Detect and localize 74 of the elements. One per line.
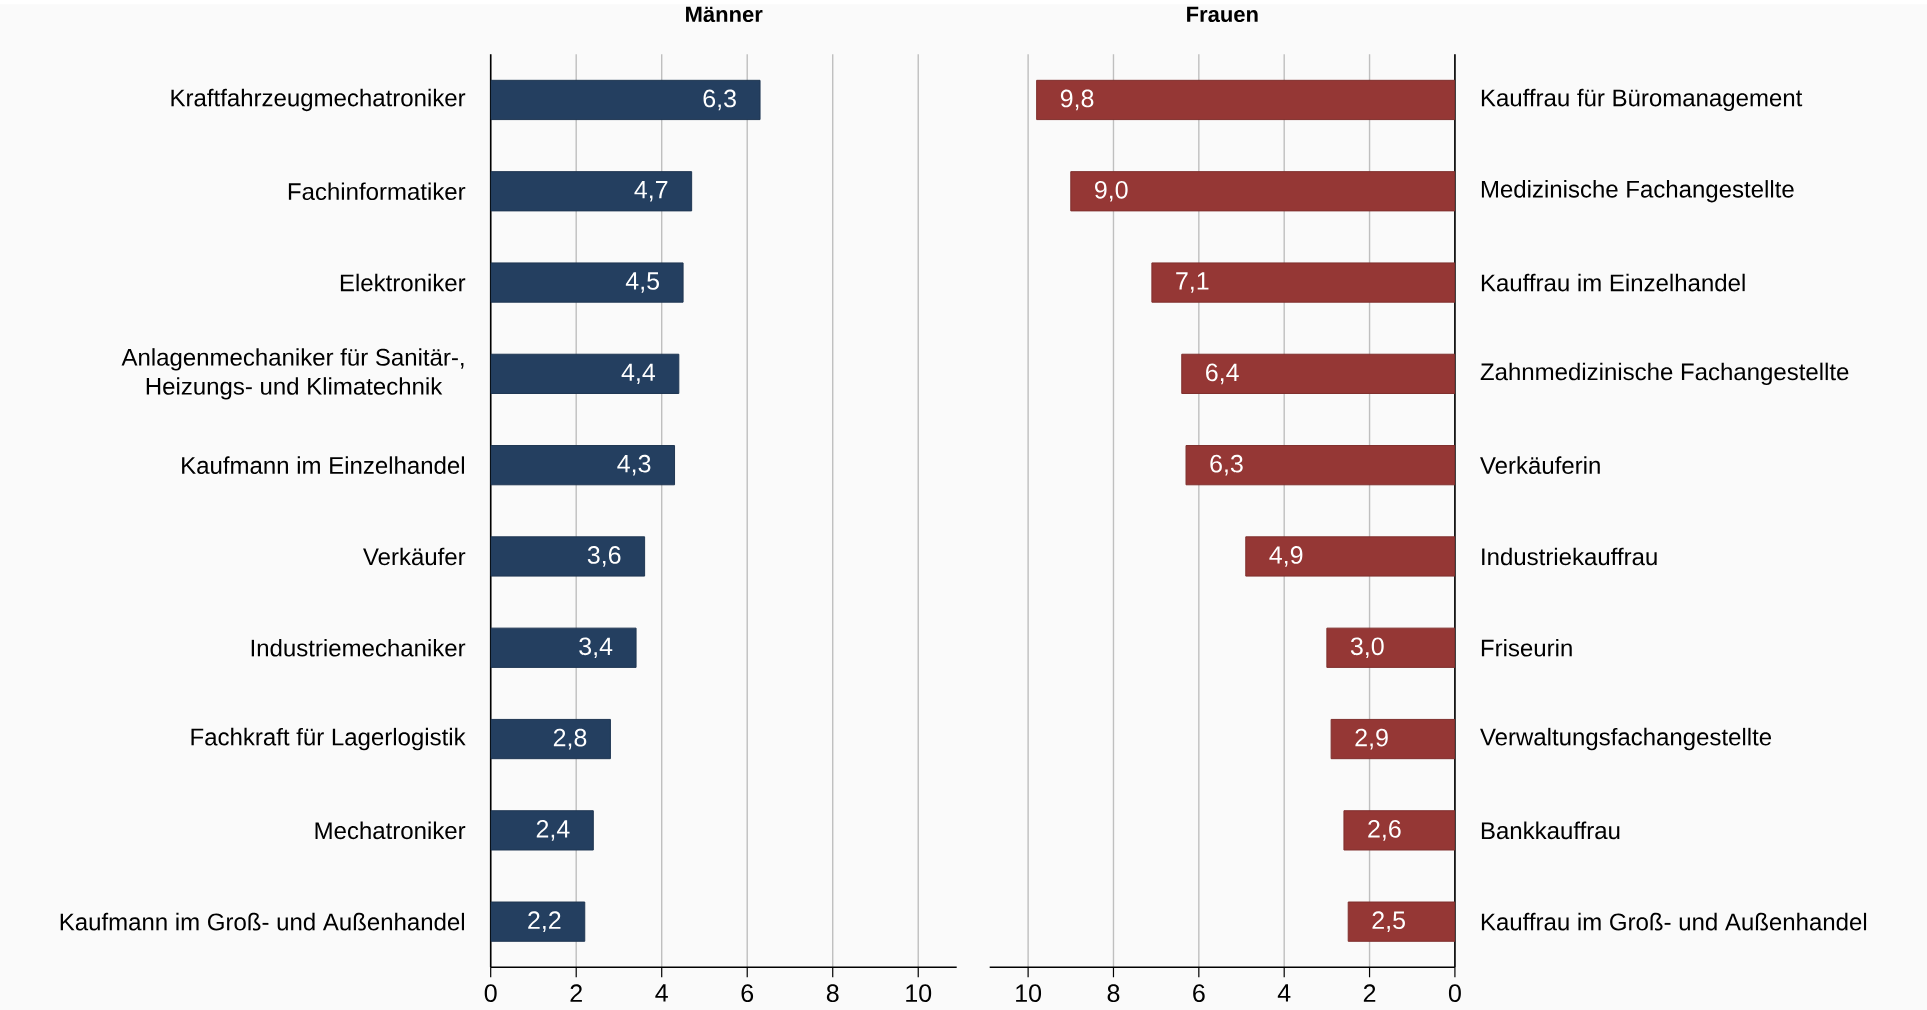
- data-label: 2,4: [536, 819, 570, 841]
- y-tick-label: Kauffrau im Einzelhandel: [1481, 273, 1745, 292]
- chart-title: Männer: [686, 6, 763, 22]
- data-label: 2,5: [1372, 911, 1405, 932]
- bar: [490, 718, 611, 760]
- chart-title: Frauen: [1187, 6, 1258, 22]
- data-label: 2,6: [1368, 819, 1401, 841]
- data-label: 9,0: [1095, 180, 1128, 202]
- y-tick-label: Industriekauffrau: [1482, 547, 1657, 566]
- bar: [1245, 536, 1455, 577]
- y-tick-label: Kaufmann im Groß- und Außenhandel: [60, 912, 464, 931]
- data-label: 4,4: [621, 363, 656, 384]
- bar: [1181, 353, 1455, 394]
- bar: [490, 79, 761, 120]
- bar: [490, 536, 646, 577]
- x-tick-label: 0: [1448, 984, 1461, 1002]
- data-label: 2,8: [553, 728, 587, 750]
- x-tick-label: 2: [570, 984, 582, 1002]
- y-tick-label: Kraftfahrzeugmechatroniker: [171, 88, 466, 111]
- data-label: 2,2: [528, 911, 561, 932]
- data-label: 4,7: [634, 180, 668, 202]
- bar: [490, 262, 684, 303]
- data-label: 3,6: [587, 545, 621, 567]
- x-tick-label: 8: [826, 984, 839, 1002]
- y-tick-label: Fachkraft für Lagerlogistik: [191, 727, 466, 751]
- x-tick-label: 0: [484, 984, 497, 1002]
- x-tick-label: 4: [1277, 984, 1291, 1002]
- x-tick-label: 6: [741, 984, 754, 1002]
- bar: [490, 810, 594, 851]
- data-label: 6,4: [1206, 363, 1239, 385]
- bar: [1347, 901, 1455, 942]
- y-tick-label: Verkäuferin: [1480, 456, 1600, 474]
- y-tick-label: Kaufmann im Einzelhandel: [182, 456, 464, 474]
- x-tick-label: 4: [655, 984, 668, 1002]
- y-tick-label: Kauffrau im Groß- und Außenhandel: [1481, 912, 1867, 931]
- bar: [1070, 170, 1455, 212]
- y-tick-label: Medizinische Fachangestellte: [1481, 179, 1794, 203]
- bar: [490, 627, 637, 668]
- y-tick-label: Verkäufer: [363, 547, 466, 566]
- y-tick-label: Mechatroniker: [315, 821, 466, 840]
- data-label: 4,5: [625, 272, 659, 293]
- y-tick-label: Verwaltungsfachangestellte: [1480, 727, 1772, 751]
- x-tick-label: 8: [1107, 984, 1120, 1002]
- data-label: 7,1: [1176, 272, 1209, 293]
- y-tick-label: Kauffrau für Büromanagement: [1481, 88, 1803, 111]
- data-label: 2,9: [1355, 728, 1388, 750]
- bar: [1326, 627, 1455, 668]
- y-tick-label: Bankkauffrau: [1481, 821, 1620, 840]
- x-tick-label: 10: [1016, 984, 1042, 1002]
- data-label: 6,3: [703, 89, 736, 111]
- bar: [490, 170, 693, 212]
- data-label: 9,8: [1060, 89, 1094, 111]
- bar: [1185, 444, 1455, 486]
- y-tick-label: Zahnmedizinische Fachangestellte: [1480, 362, 1849, 385]
- y-tick-label: Friseurin: [1481, 638, 1572, 657]
- bar: [490, 353, 680, 394]
- data-label: 6,3: [1210, 454, 1243, 476]
- data-label: 4,9: [1269, 545, 1303, 567]
- x-tick-label: 2: [1363, 984, 1376, 1002]
- data-label: 4,3: [617, 454, 651, 476]
- data-label: 3,0: [1350, 637, 1384, 658]
- bar: [1330, 718, 1455, 760]
- y-tick-label: Elektroniker: [340, 273, 466, 292]
- y-tick-label: Anlagenmechaniker für Sanitär-, Heizungs- und Klimatechnik: [121, 348, 464, 400]
- y-tick-label: Industriemechaniker: [251, 638, 466, 657]
- bar: [490, 444, 676, 486]
- x-tick-label: 10: [906, 984, 932, 1002]
- data-label: 3,4: [579, 637, 613, 658]
- bar: [1343, 810, 1455, 851]
- x-tick-label: 6: [1193, 984, 1205, 1002]
- bar: [1151, 262, 1455, 303]
- bar: [490, 901, 586, 942]
- bar: [1036, 79, 1455, 120]
- y-tick-label: Fachinformatiker: [288, 182, 466, 200]
